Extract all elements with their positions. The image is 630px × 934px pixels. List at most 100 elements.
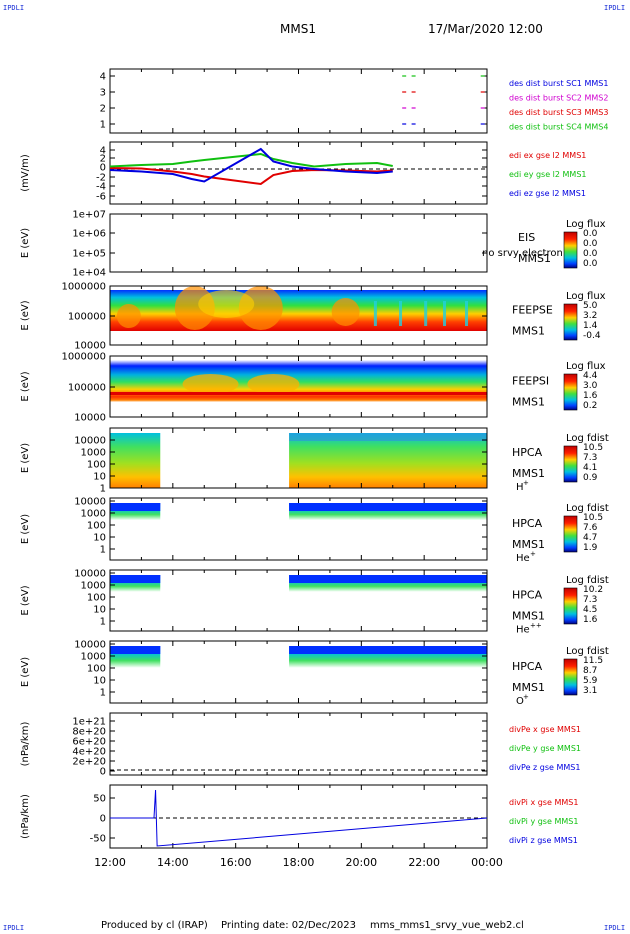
spectrogram-fill [289,433,487,488]
colorbar-tick-label: 1.6 [583,391,598,401]
instrument-sublabel: MMS1 [512,681,545,694]
instrument-sublabel: MMS1 [512,610,545,623]
plot-date: 17/Mar/2020 12:00 [428,22,543,36]
y-tick-label: 1e+21 [72,717,106,728]
spectrogram-band [289,575,487,583]
colorbar-tick-label: 10.2 [583,585,603,595]
colorbar [563,231,578,269]
legend-entry: des dist burst SC3 MMS3 [509,108,608,117]
legend-entry: divPe z gse MMS1 [509,763,580,772]
instrument-label: HPCA [512,660,543,673]
eis-message: no srvy electron to [482,248,576,259]
y-axis-label: (nPa/km) [20,722,31,767]
y-tick-label: 10000 [74,640,106,651]
species-label: O [516,696,524,707]
x-tick-label: 20:00 [345,856,377,869]
y-tick-label: 2 [100,154,106,165]
legend-entry: divPe y gse MMS1 [509,744,581,753]
y-tick-label: 10 [93,533,106,544]
colorbar-tick-label: 11.5 [583,656,603,666]
y-tick-label: 100 [87,664,106,675]
y-tick-label: 100000 [68,312,106,323]
panel-frame [109,213,488,273]
y-tick-label: 100 [87,593,106,604]
y-tick-label: 3 [100,88,106,99]
spectrogram-band [110,575,161,583]
instrument-sublabel: MMS1 [512,538,545,551]
colorbar-title: Log fdist [566,646,609,657]
x-tick-label: 16:00 [220,856,252,869]
corner-tag-tl: IPDLI [3,4,25,12]
legend-entry: divPi z gse MMS1 [509,836,578,845]
instrument-sublabel: MMS1 [512,396,545,409]
y-tick-label: 4e+20 [72,747,106,758]
colorbar-tick-label: 3.0 [583,381,598,391]
colorbar-tick-label: 10.5 [583,443,603,453]
plot-title: MMS1 [280,22,316,36]
y-axis-label: E (eV) [20,300,31,330]
colorbar-tick-label: 5.0 [583,301,598,311]
y-tick-label: 1e+04 [72,268,106,279]
colorbar-tick-label: 0.0 [583,229,598,239]
footer-printing: Printing date: 02/Dec/2023 [221,920,357,931]
spectrogram-streak [399,301,403,326]
colorbar [563,658,578,696]
y-tick-label: 1 [100,617,106,628]
y-tick-label: 100000 [68,383,106,394]
y-tick-label: 0 [100,814,106,825]
panel-feepsi: 1000000 100000 10000 E (eV) FEEPSI MMS1 Log fl… [20,352,606,424]
legend-entry: edi ex gse l2 MMS1 [509,151,586,160]
panel-burst: 4 3 2 1 des dist burst SC1 MMS1 des dist burs… [100,68,608,134]
colorbar [563,373,578,411]
legend-entry: edi ez gse l2 MMS1 [509,189,586,198]
colorbar-title: Log fdist [566,575,609,586]
colorbar-tick-label: 7.3 [583,453,597,463]
y-tick-label: 8e+20 [72,727,106,738]
spectrogram-band [110,503,161,511]
legend-entry: divPe x gse MMS1 [509,725,581,734]
x-tick-label: 18:00 [283,856,315,869]
species-charge: + [523,479,529,487]
panel-frame [109,784,488,849]
y-tick-label: 1e+06 [72,229,106,240]
legend-entry: divPi x gse MMS1 [509,798,578,807]
y-tick-label: 1e+07 [72,210,106,221]
y-tick-label: -4 [96,182,106,193]
colorbar [563,303,578,341]
colorbar-title: Log flux [566,219,606,230]
y-axis-label: E (eV) [20,228,31,258]
y-axis-label: (mV/m) [20,154,31,192]
y-tick-label: -2 [96,173,106,184]
colorbar-tick-label: 0.0 [583,249,598,259]
spectrogram-fill [110,290,487,331]
edi-series-line [109,147,393,183]
colorbar-tick-label: 5.9 [583,676,598,686]
spectrogram-band [289,503,487,511]
species-label: H [516,482,524,493]
species-label: He [516,625,530,636]
y-tick-label: 10 [93,676,106,687]
spectrogram-hotspot [198,290,255,318]
y-tick-label: 1 [100,120,106,131]
colorbar [563,587,578,625]
colorbar-tick-label: 1.4 [583,321,598,331]
y-tick-label: 10000 [74,497,106,508]
x-tick-label: 12:00 [94,856,126,869]
y-tick-label: 100 [87,521,106,532]
y-tick-label: 1000000 [61,282,106,293]
spectrogram-band [289,646,487,654]
colorbar-title: Log fdist [566,503,609,514]
instrument-label: EIS [518,231,535,244]
spectrogram-streak [443,301,447,326]
colorbar-tick-label: 4.5 [583,605,597,615]
colorbar-tick-label: 4.7 [583,533,597,543]
y-axis-label: E (eV) [20,443,31,473]
instrument-sublabel: MMS1 [512,467,545,480]
divpi-series-line [110,789,488,847]
colorbar [563,445,578,483]
